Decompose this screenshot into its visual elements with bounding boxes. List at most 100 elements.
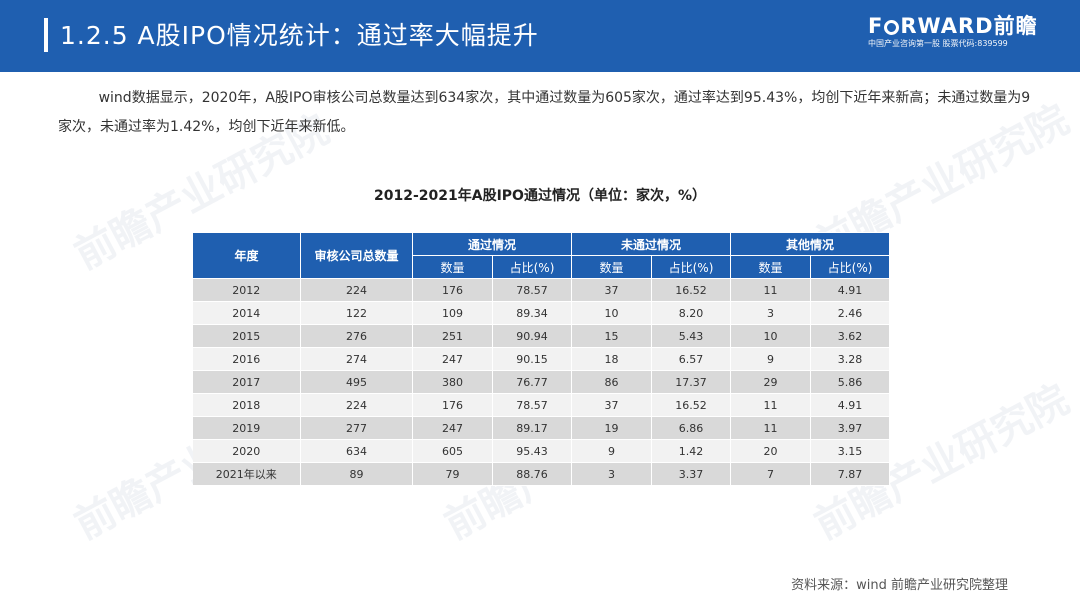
table-row: 2018 224 176 78.57 37 16.52 11 4.91 xyxy=(192,393,891,417)
cell-passed-count: 79 xyxy=(412,462,493,486)
cell-year: 2018 xyxy=(192,393,301,417)
cell-other-ratio: 3.28 xyxy=(810,347,891,371)
cell-passed-ratio: 76.77 xyxy=(492,370,573,394)
cell-passed-ratio: 78.57 xyxy=(492,278,573,302)
header-failed-count: 数量 xyxy=(571,255,653,279)
cell-failed-count: 9 xyxy=(571,439,653,463)
cell-passed-count: 247 xyxy=(412,347,493,371)
header-other-ratio: 占比(%) xyxy=(810,255,891,279)
cell-other-ratio: 2.46 xyxy=(810,301,891,325)
cell-other-count: 20 xyxy=(730,439,812,463)
cell-other-count: 3 xyxy=(730,301,812,325)
cell-passed-ratio: 89.17 xyxy=(492,416,573,440)
cell-other-ratio: 7.87 xyxy=(810,462,891,486)
table-row: 2021年以来 89 79 88.76 3 3.37 7 7.87 xyxy=(192,462,891,486)
cell-other-count: 11 xyxy=(730,278,812,302)
source-note: 资料来源：wind 前瞻产业研究院整理 xyxy=(791,578,1008,593)
cell-other-ratio: 3.15 xyxy=(810,439,891,463)
cell-year: 2012 xyxy=(192,278,301,302)
table-title: 2012-2021年A股IPO通过情况（单位：家次，%） xyxy=(374,188,706,204)
table-row: 2017 495 380 76.77 86 17.37 29 5.86 xyxy=(192,370,891,394)
header-failed-ratio: 占比(%) xyxy=(651,255,732,279)
cell-passed-ratio: 95.43 xyxy=(492,439,573,463)
cell-total: 122 xyxy=(300,301,413,325)
header-passed: 通过情况 xyxy=(411,232,573,256)
summary-paragraph: wind数据显示，2020年，A股IPO审核公司总数量达到634家次，其中通过数… xyxy=(58,90,1031,135)
brand-o-ring-icon xyxy=(884,20,900,35)
brand-tagline: 中国产业咨询第一股 股票代码:839599 xyxy=(868,39,1008,48)
cell-passed-count: 605 xyxy=(412,439,493,463)
header-passed-count: 数量 xyxy=(412,255,493,279)
cell-passed-count: 176 xyxy=(412,278,493,302)
header-passed-ratio: 占比(%) xyxy=(491,255,573,279)
cell-failed-ratio: 16.52 xyxy=(651,393,732,417)
header-other-count: 数量 xyxy=(730,255,812,279)
cell-year: 2017 xyxy=(192,370,301,394)
cell-failed-ratio: 3.37 xyxy=(651,462,732,486)
table-row: 2019 277 247 89.17 19 6.86 11 3.97 xyxy=(192,416,891,440)
table-row: 2016 274 247 90.15 18 6.57 9 3.28 xyxy=(192,347,891,371)
cell-failed-count: 37 xyxy=(571,278,653,302)
cell-failed-count: 86 xyxy=(571,370,653,394)
cell-year: 2015 xyxy=(192,324,301,348)
cell-year: 2020 xyxy=(192,439,301,463)
cell-total: 276 xyxy=(300,324,413,348)
cell-other-count: 9 xyxy=(730,347,812,371)
cell-other-ratio: 3.97 xyxy=(810,416,891,440)
cell-failed-count: 19 xyxy=(571,416,653,440)
table-row: 2015 276 251 90.94 15 5.43 10 3.62 xyxy=(192,324,891,348)
cell-failed-count: 37 xyxy=(571,393,653,417)
cell-passed-ratio: 89.34 xyxy=(492,301,573,325)
cell-passed-ratio: 90.94 xyxy=(492,324,573,348)
header-year: 年度 xyxy=(192,232,301,279)
cell-other-ratio: 4.91 xyxy=(810,393,891,417)
cell-other-ratio: 3.62 xyxy=(810,324,891,348)
header-other: 其他情况 xyxy=(730,232,891,256)
cell-other-ratio: 5.86 xyxy=(810,370,891,394)
cell-failed-ratio: 17.37 xyxy=(651,370,732,394)
ipo-table: 年度 审核公司总数量 通过情况 未通过情况 其他情况 数量 占比(%) 数量 占… xyxy=(192,232,891,486)
cell-total: 634 xyxy=(300,439,413,463)
cell-year: 2019 xyxy=(192,416,301,440)
cell-failed-count: 18 xyxy=(571,347,653,371)
brand-logo: F RWARD前瞻 中国产业咨询第一股 股票代码:839599 xyxy=(868,14,1038,50)
cell-passed-count: 176 xyxy=(412,393,493,417)
cell-passed-count: 380 xyxy=(412,370,493,394)
cell-failed-ratio: 6.57 xyxy=(651,347,732,371)
cell-passed-ratio: 78.57 xyxy=(492,393,573,417)
brand-wordmark: F RWARD前瞻 xyxy=(868,14,1038,38)
cell-passed-count: 251 xyxy=(412,324,493,348)
cell-failed-count: 3 xyxy=(571,462,653,486)
table-row: 2012 224 176 78.57 37 16.52 11 4.91 xyxy=(192,278,891,302)
title-accent-bar xyxy=(44,18,48,52)
cell-total: 495 xyxy=(300,370,413,394)
cell-failed-ratio: 16.52 xyxy=(651,278,732,302)
cell-year: 2016 xyxy=(192,347,301,371)
table-row: 2014 122 109 89.34 10 8.20 3 2.46 xyxy=(192,301,891,325)
cell-failed-count: 15 xyxy=(571,324,653,348)
cell-total: 277 xyxy=(300,416,413,440)
cell-passed-count: 109 xyxy=(412,301,493,325)
cell-total: 224 xyxy=(300,278,413,302)
header-failed: 未通过情况 xyxy=(571,232,732,256)
cell-failed-ratio: 6.86 xyxy=(651,416,732,440)
cell-failed-ratio: 8.20 xyxy=(651,301,732,325)
cell-total: 274 xyxy=(300,347,413,371)
cell-passed-ratio: 90.15 xyxy=(492,347,573,371)
header-bar: 1.2.5 A股IPO情况统计：通过率大幅提升 F RWARD前瞻 中国产业咨询第… xyxy=(0,0,1080,72)
cell-year: 2014 xyxy=(192,301,301,325)
cell-failed-ratio: 5.43 xyxy=(651,324,732,348)
cell-passed-ratio: 88.76 xyxy=(492,462,573,486)
cell-other-count: 11 xyxy=(730,416,812,440)
cell-other-count: 29 xyxy=(730,370,812,394)
cell-other-ratio: 4.91 xyxy=(810,278,891,302)
cell-other-count: 7 xyxy=(730,462,812,486)
cell-other-count: 11 xyxy=(730,393,812,417)
cell-other-count: 10 xyxy=(730,324,812,348)
cell-failed-ratio: 1.42 xyxy=(651,439,732,463)
table-row: 2020 634 605 95.43 9 1.42 20 3.15 xyxy=(192,439,891,463)
cell-total: 89 xyxy=(300,462,413,486)
cell-failed-count: 10 xyxy=(571,301,653,325)
header-total: 审核公司总数量 xyxy=(300,232,413,279)
cell-passed-count: 247 xyxy=(412,416,493,440)
